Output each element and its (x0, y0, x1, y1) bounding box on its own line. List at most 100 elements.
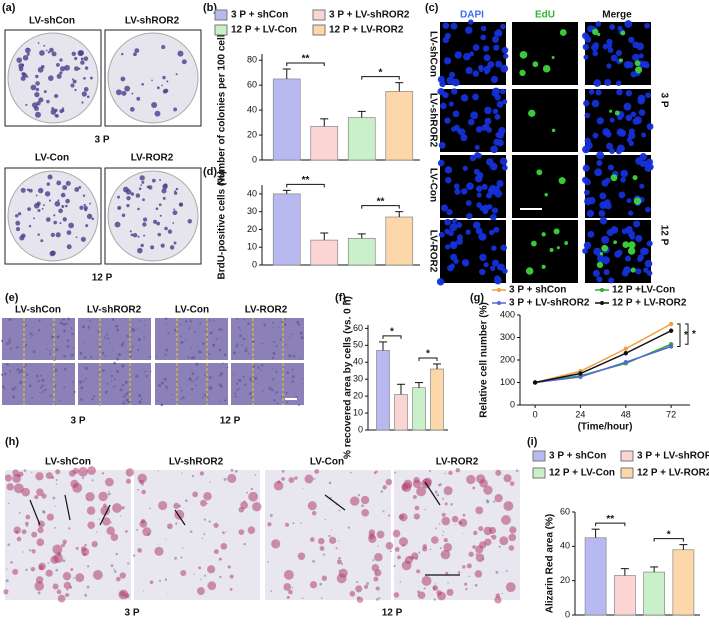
photo-texture (78, 466, 88, 477)
photo-texture (141, 489, 146, 495)
bar (385, 91, 414, 161)
photo-texture (194, 384, 197, 387)
photo-texture (443, 537, 448, 543)
photo-texture (388, 514, 391, 517)
photo-texture (389, 550, 392, 553)
photo-texture (603, 269, 610, 276)
photo-texture (167, 526, 170, 529)
y-tick-label: 40 (560, 541, 570, 551)
photo-texture (189, 320, 192, 323)
photo-texture (208, 376, 212, 379)
group-label: 12 P (92, 273, 113, 284)
arrow (324, 494, 346, 511)
bar (613, 575, 636, 616)
photo-texture (441, 512, 446, 517)
photo-texture (349, 471, 352, 474)
photo-texture (222, 531, 225, 535)
photo-texture (242, 337, 246, 341)
photo-texture (16, 57, 23, 63)
photo-texture (175, 73, 178, 76)
photo-texture (86, 506, 96, 515)
photo-texture (49, 394, 52, 397)
photo-texture (453, 183, 460, 190)
photo-texture (373, 576, 379, 582)
photo-texture (484, 538, 492, 546)
photo-texture (645, 92, 651, 99)
photo-texture (500, 64, 509, 73)
photo-texture (551, 128, 556, 133)
photo-texture (596, 276, 603, 283)
photo-texture (35, 87, 40, 92)
photo-texture (623, 61, 632, 69)
photo-texture (189, 319, 192, 321)
photo-texture (19, 380, 23, 385)
photo-texture (480, 25, 487, 32)
photo-texture (641, 132, 647, 138)
photo-texture (542, 64, 551, 73)
photo-texture (161, 188, 167, 194)
image-label: LV-shROR2 (125, 16, 180, 27)
photo-texture (286, 401, 289, 404)
photo-texture (456, 222, 463, 228)
photo-texture (202, 342, 205, 346)
photo-texture (25, 103, 28, 106)
photo-texture (313, 477, 316, 480)
photo-texture (85, 492, 95, 502)
photo-texture (106, 333, 109, 336)
photo-texture (456, 238, 463, 245)
photo-texture (117, 195, 120, 199)
bar (430, 368, 444, 431)
photo-texture (617, 25, 623, 31)
photo-texture (35, 81, 40, 86)
photo-texture (483, 123, 490, 129)
photo-texture (485, 499, 489, 503)
photo-texture (196, 376, 199, 379)
photo-texture (304, 474, 314, 484)
photo-texture (299, 358, 301, 360)
photo-texture (454, 188, 461, 195)
photo-texture (609, 148, 615, 154)
photo-texture (423, 587, 426, 590)
photo-texture (57, 551, 62, 556)
photo-texture (79, 380, 83, 384)
photo-texture (191, 474, 195, 478)
significance-bracket (286, 183, 325, 188)
photo-texture (59, 222, 62, 225)
y-tick-label: 400 (500, 309, 515, 319)
photo-texture (41, 493, 47, 499)
y-tick-label: 0 (510, 399, 515, 409)
photo-texture (616, 88, 623, 96)
photo-texture (167, 389, 169, 391)
y-tick-label: 200 (500, 354, 515, 364)
photo-texture (25, 514, 31, 520)
photo-texture (361, 508, 370, 517)
photo-texture (60, 319, 63, 321)
panel-label: (i) (527, 436, 538, 448)
photo-texture (499, 536, 509, 546)
photo-texture (187, 219, 193, 224)
photo-texture (14, 214, 19, 218)
photo-texture (165, 348, 169, 352)
photo-texture (599, 192, 607, 200)
legend-swatch (214, 9, 228, 21)
photo-texture (199, 321, 202, 325)
photo-texture (189, 530, 193, 533)
photo-texture (398, 537, 408, 547)
photo-texture (137, 327, 139, 330)
photo-texture (210, 320, 212, 322)
photo-texture (484, 117, 492, 125)
photo-texture (39, 392, 41, 394)
photo-texture (628, 36, 635, 44)
photo-texture (236, 343, 239, 346)
photo-texture (276, 402, 279, 405)
photo-texture (20, 75, 26, 81)
photo-texture (213, 522, 219, 528)
photo-texture (107, 337, 110, 340)
photo-texture (638, 53, 644, 59)
photo-texture (368, 529, 376, 536)
photo-texture (203, 373, 206, 376)
photo-texture (300, 336, 304, 340)
photo-texture (54, 368, 58, 372)
photo-texture (142, 222, 147, 227)
photo-texture (137, 247, 143, 254)
